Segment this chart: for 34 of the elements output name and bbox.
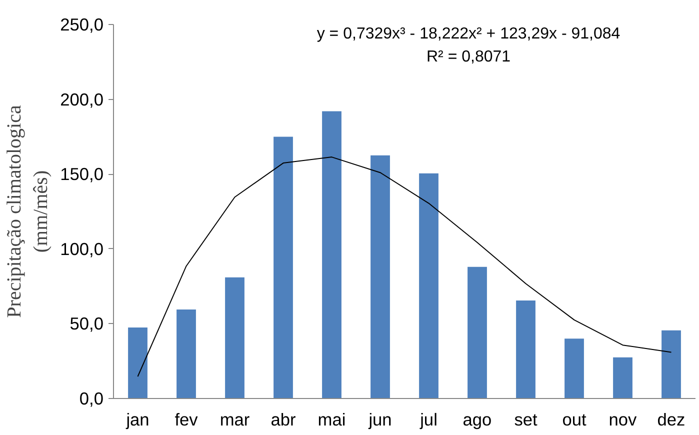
x-tick-label: mar	[220, 410, 250, 430]
y-tick-label: 100,0	[60, 238, 104, 259]
bar	[322, 111, 342, 398]
bar	[128, 327, 148, 398]
annotation: y = 0,7329x³ - 18,222x² + 123,29x - 91,084	[316, 25, 620, 42]
bar	[468, 266, 487, 398]
bar	[225, 277, 244, 398]
x-tick-label: ago	[462, 410, 492, 430]
x-tick-label: fev	[174, 410, 198, 430]
x-tick-label: abr	[270, 410, 296, 430]
y-tick-label: 250,0	[60, 14, 104, 34]
y-tick-label: 200,0	[60, 89, 104, 110]
bar	[419, 173, 438, 398]
y-tick-label: 50,0	[70, 314, 104, 334]
x-tick-label: nov	[608, 410, 638, 430]
line-series	[137, 156, 672, 378]
bar	[613, 357, 632, 398]
bar	[370, 155, 390, 398]
annotation: R² = 0,8071	[426, 48, 511, 66]
x-tick-label: dez	[657, 410, 686, 430]
y-tick-label: 0,0	[79, 388, 104, 408]
x-tick-label: jan	[125, 410, 150, 430]
y-tick-label: 150,0	[60, 164, 104, 184]
y-axis-title: Precipitação climatologica (mm/mês)	[4, 105, 52, 318]
bar	[176, 309, 196, 398]
x-tick-label: mai	[318, 410, 346, 430]
x-tick-label: jun	[368, 410, 392, 430]
x-tick-label: set	[514, 410, 538, 430]
bar	[516, 300, 536, 398]
bar	[274, 136, 293, 398]
bar	[662, 330, 681, 398]
x-tick-label: jul	[419, 410, 438, 430]
bar	[564, 338, 584, 398]
x-tick-label: out	[562, 410, 586, 430]
